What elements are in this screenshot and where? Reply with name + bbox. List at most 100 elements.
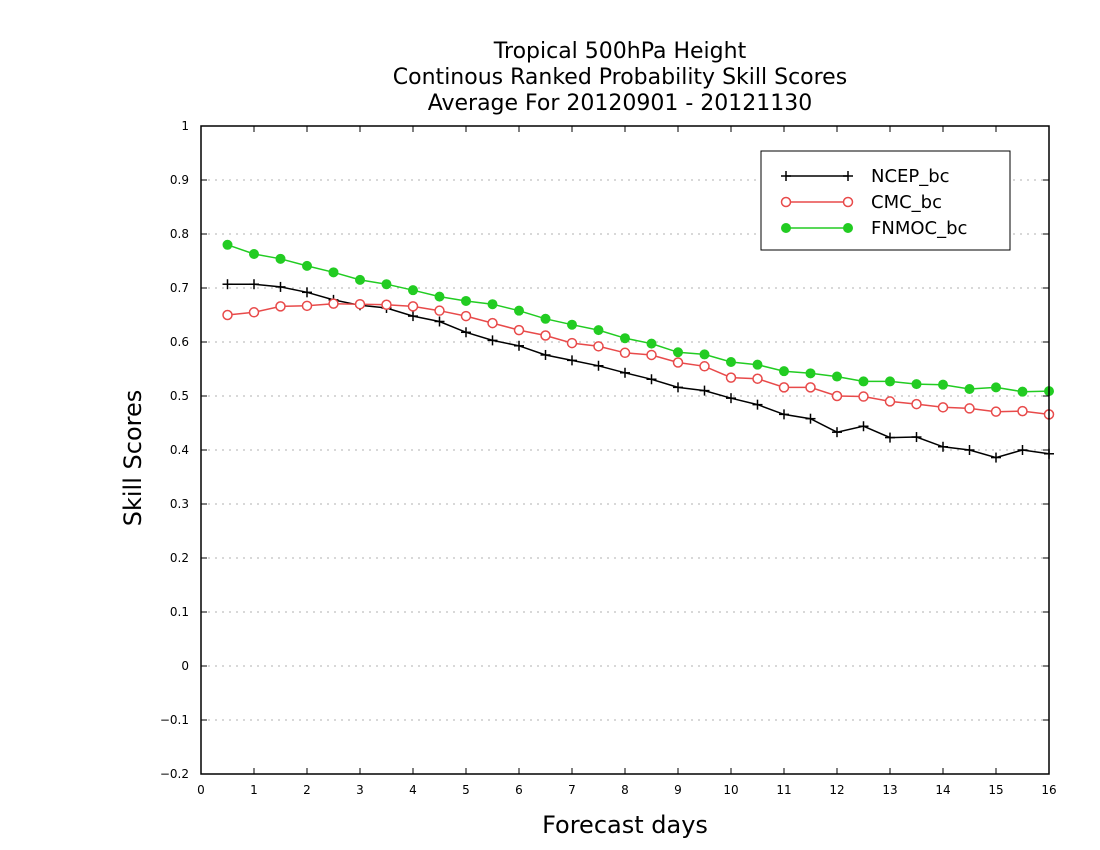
data-point [781,223,791,233]
data-point [779,366,789,377]
data-point [275,301,286,312]
data-point [540,313,551,324]
x-tick-label: 5 [462,783,470,797]
x-tick-label: 7 [568,783,576,797]
x-tick-label: 9 [674,783,682,797]
series-line [227,244,1050,393]
data-point [725,372,737,383]
data-point [752,359,763,370]
data-point [699,349,710,360]
chart-title: Tropical 500hPa Height Continous Ranked … [393,39,847,116]
data-point [646,338,657,349]
legend-box [760,150,1011,251]
data-point [381,299,392,310]
data-point [672,357,684,368]
data-point [487,317,498,329]
series-line [227,302,1050,416]
data-point [990,406,1002,417]
data-point [434,291,445,302]
x-tick-label: 2 [303,783,311,797]
data-point [460,310,472,322]
y-tick-label: 1 [181,119,189,133]
data-point [752,373,763,384]
data-point [1017,386,1028,397]
data-point [301,300,313,312]
data-point [593,325,604,336]
series-cmc-bc [222,298,1055,420]
x-tick-label: 12 [829,783,844,797]
data-point [938,379,948,390]
data-point [842,196,854,208]
data-point [964,403,975,414]
y-tick-label: 0.7 [170,281,189,295]
x-tick-label: 6 [515,783,523,797]
series-fnmoc-bc [222,239,1054,397]
axis-ticks: 0 1 2 3 4 5 6 7 8 9 10 11 12 13 14 15 16−0.2−0.100.10.20… [160,119,1057,797]
data-point [858,391,869,402]
data-point [884,396,896,407]
y-tick-label: 0.6 [170,335,189,349]
data-point [805,382,816,393]
y-tick-label: 0 [181,659,189,673]
x-tick-label: 15 [988,783,1003,797]
data-point [248,307,260,318]
data-point [461,295,471,306]
series-group [222,239,1055,463]
legend-label: FNMOC_bc [871,218,967,239]
y-tick-label: 0.5 [170,389,189,403]
data-point [937,402,949,413]
y-axis-label: Skill Scores [119,390,147,527]
legend: NCEP_bc CMC_bc FNMOC_bc [760,150,1011,251]
chart-title-line-1: Tropical 500hPa Height [493,39,747,64]
data-point [593,341,604,352]
series-ncep-bc [222,279,1054,463]
legend-item: CMC_bc [780,192,942,213]
data-point [885,376,895,387]
data-point [831,390,843,402]
data-point [407,301,419,312]
y-tick-label: 0.1 [170,605,189,619]
data-point [566,337,578,349]
y-tick-label: 0.8 [170,227,189,241]
data-point [991,382,1001,393]
data-point [328,298,339,309]
data-point [805,368,816,379]
data-point [832,371,842,382]
data-point [408,285,418,296]
x-tick-label: 14 [935,783,950,797]
chart-title-line-3: Average For 20120901 - 20121130 [428,91,813,116]
y-tick-label: 0.4 [170,443,189,457]
data-point [911,398,922,410]
data-point [275,253,286,264]
y-tick-label: 0.9 [170,173,189,187]
data-point [619,347,631,359]
data-point [328,267,339,278]
y-tick-label: 0.2 [170,551,189,565]
legend-item: NCEP_bc [781,166,950,187]
data-point [567,319,577,330]
data-point [726,356,736,367]
x-tick-label: 13 [882,783,897,797]
data-point [1017,405,1028,417]
data-point [354,298,366,310]
series-line [227,283,1050,459]
data-point [646,349,657,361]
y-tick-label: 0.3 [170,497,189,511]
data-point [514,305,524,316]
x-tick-label: 16 [1041,783,1056,797]
data-point [673,347,683,358]
data-point [964,383,975,394]
y-tick-label: −0.1 [160,713,189,727]
data-point [699,361,710,372]
x-tick-label: 11 [776,783,791,797]
data-point [911,379,922,390]
x-tick-label: 4 [409,783,417,797]
legend-label: NCEP_bc [871,166,950,187]
data-point [778,382,790,393]
x-tick-label: 8 [621,783,629,797]
data-point [381,279,392,290]
data-point [434,305,445,316]
data-point [540,330,551,341]
data-point [780,196,792,208]
data-point [249,248,259,259]
